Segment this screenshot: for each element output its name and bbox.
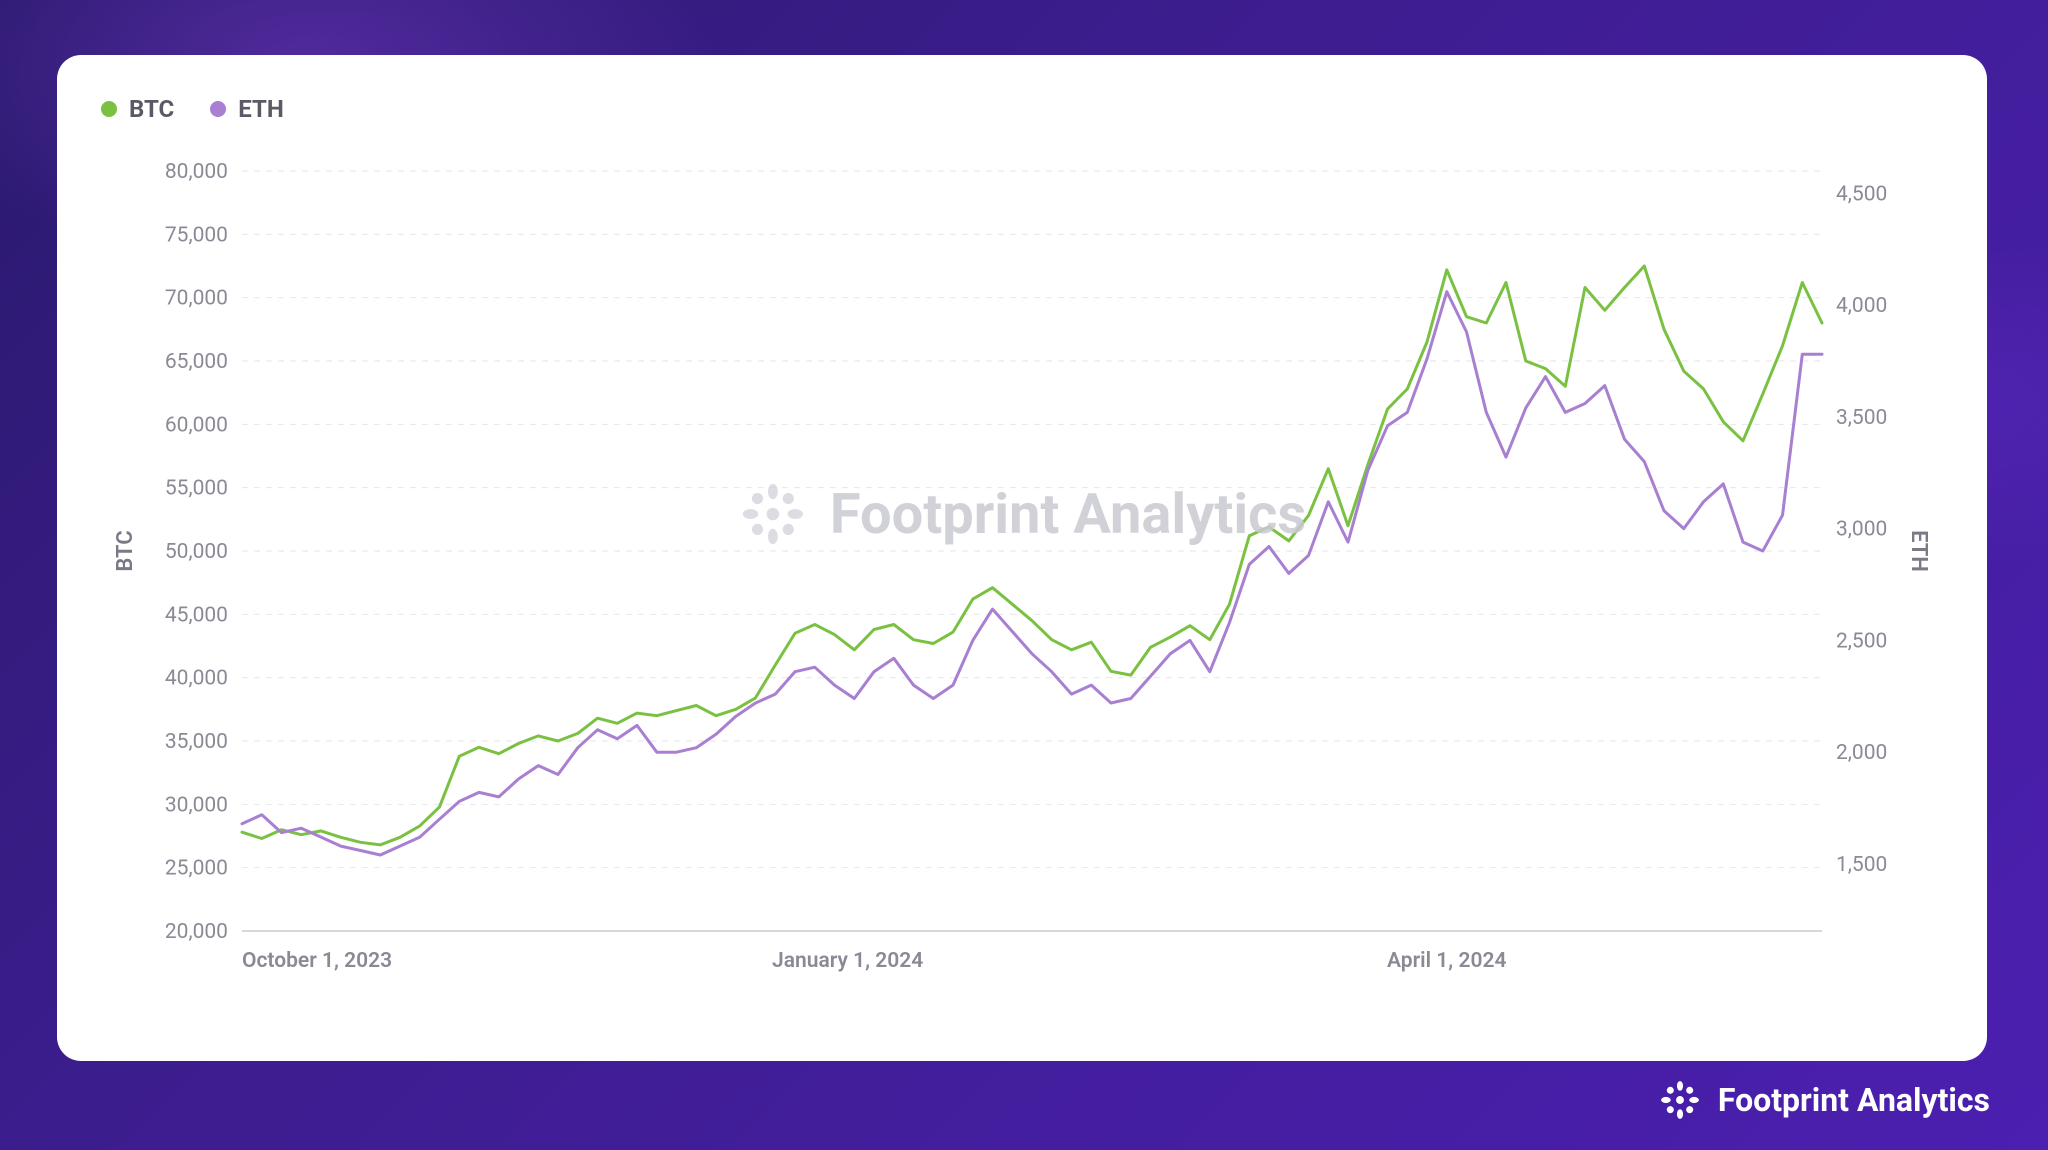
svg-text:1,500: 1,500 (1836, 853, 1887, 877)
y-axis-left-label: BTC (113, 530, 138, 571)
svg-text:30,000: 30,000 (165, 793, 228, 817)
svg-text:50,000: 50,000 (165, 540, 228, 564)
series-btc-line (242, 266, 1822, 845)
svg-text:October 1, 2023: October 1, 2023 (242, 949, 392, 973)
chart-area: Footprint Analytics 20,00025,00030,00035… (101, 131, 1943, 1001)
svg-text:20,000: 20,000 (165, 920, 228, 944)
svg-text:4,500: 4,500 (1836, 182, 1887, 206)
footer-brand: Footprint Analytics (1658, 1078, 1990, 1122)
svg-text:55,000: 55,000 (165, 477, 228, 501)
svg-text:4,000: 4,000 (1836, 294, 1887, 318)
svg-text:60,000: 60,000 (165, 413, 228, 437)
chart-card: BTC ETH Footprint Analy (57, 55, 1987, 1061)
y-axis-right: 1,500 2,000 2,500 3,000 3,500 4,000 4,500 (1836, 182, 1887, 877)
svg-text:35,000: 35,000 (165, 730, 228, 754)
legend-swatch-btc (101, 101, 117, 117)
footer-brand-icon (1658, 1078, 1702, 1122)
footer-brand-text: Footprint Analytics (1718, 1081, 1990, 1119)
svg-text:2,000: 2,000 (1836, 741, 1887, 765)
legend-item-btc[interactable]: BTC (101, 95, 174, 123)
svg-text:70,000: 70,000 (165, 287, 228, 311)
legend-label-eth: ETH (238, 95, 284, 123)
y-axis-right-label: ETH (1906, 530, 1931, 572)
series-eth-line (242, 292, 1822, 855)
svg-text:2,500: 2,500 (1836, 629, 1887, 653)
gridlines (242, 171, 1822, 931)
legend-label-btc: BTC (129, 95, 174, 123)
svg-text:40,000: 40,000 (165, 667, 228, 691)
svg-text:65,000: 65,000 (165, 350, 228, 374)
svg-text:3,500: 3,500 (1836, 406, 1887, 430)
svg-text:45,000: 45,000 (165, 603, 228, 627)
svg-text:75,000: 75,000 (165, 223, 228, 247)
legend: BTC ETH (101, 95, 1943, 123)
chart-svg: 20,000 25,000 30,000 35,000 40,000 45,000 50,0… (101, 131, 1943, 1001)
x-axis: October 1, 2023 January 1, 2024 April 1, 2… (242, 949, 1506, 973)
svg-text:3,000: 3,000 (1836, 518, 1887, 542)
y-axis-left: 20,000 25,000 30,000 35,000 40,000 45,000 50,0… (165, 160, 228, 944)
svg-text:April 1, 2024: April 1, 2024 (1387, 949, 1506, 973)
legend-item-eth[interactable]: ETH (210, 95, 284, 123)
svg-text:80,000: 80,000 (165, 160, 228, 184)
svg-text:January 1, 2024: January 1, 2024 (772, 949, 923, 973)
legend-swatch-eth (210, 101, 226, 117)
svg-text:25,000: 25,000 (165, 857, 228, 881)
